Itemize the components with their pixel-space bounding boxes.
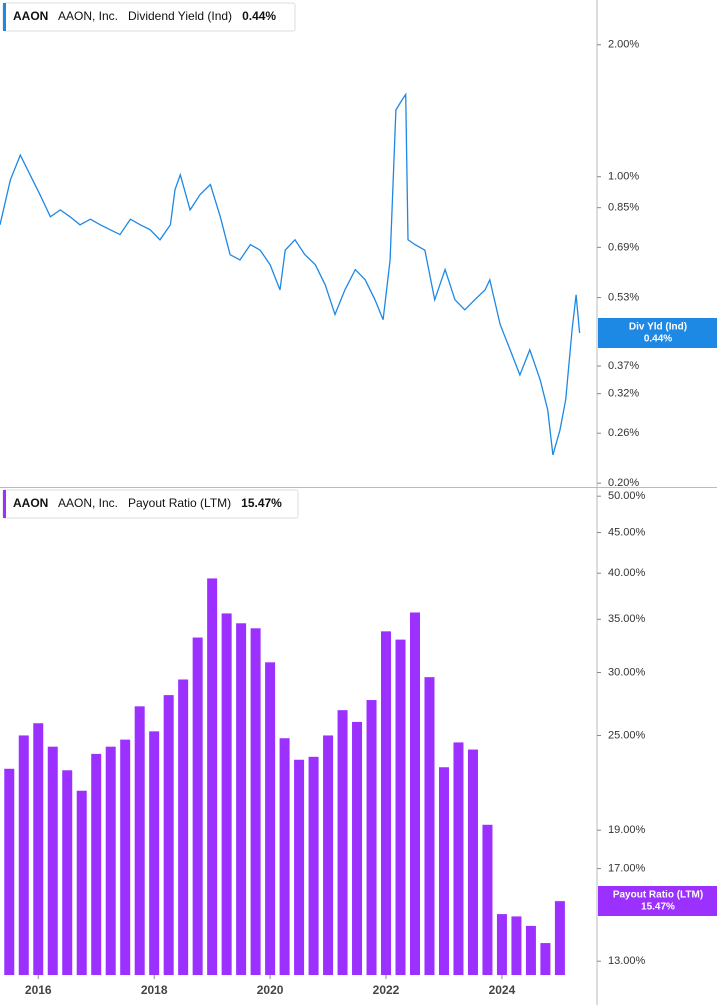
bar [120,739,131,975]
bar [540,943,551,975]
legend-value: 15.47% [241,496,282,510]
legend-company: AAON, Inc. [58,496,118,510]
bar [221,613,232,975]
x-tick-label: 2018 [141,983,168,997]
bar [525,925,536,975]
bar [381,631,392,975]
bar [467,749,478,975]
legend-entry: Payout Ratio (LTM) [128,496,231,510]
badge-value: 15.47% [641,902,675,913]
badge-value: 0.44% [644,334,672,345]
bar [33,723,44,975]
y-tick-label: 2.00% [608,39,639,51]
legend-entry: Dividend Yield (Ind) [128,9,232,23]
bar [207,578,218,975]
bar [18,735,29,975]
bar [76,790,87,975]
bar [163,695,174,975]
bar [62,770,73,975]
y-tick-label: 19.00% [608,824,646,836]
y-tick-label: 13.00% [608,955,646,967]
bar [265,662,276,975]
y-tick-label: 35.00% [608,613,646,625]
x-tick-label: 2020 [257,983,284,997]
bar [91,753,102,975]
bar [453,742,464,975]
bar [192,637,203,975]
x-tick-label: 2024 [489,983,516,997]
bar [134,706,145,975]
y-tick-label: 30.00% [608,666,646,678]
bar [395,639,406,975]
badge-label: Payout Ratio (LTM) [613,890,703,901]
bar [323,735,334,975]
y-tick-label: 45.00% [608,526,646,538]
bar [482,824,493,975]
bar [337,710,348,975]
bar [4,768,15,975]
bar [410,612,421,975]
badge-label: Div Yld (Ind) [629,322,687,333]
bar [511,916,522,975]
bar [279,738,290,975]
legend-ticker: AAON [13,496,48,510]
y-tick-label: 0.53% [608,292,639,304]
legend-value: 0.44% [242,9,276,23]
x-tick-label: 2022 [373,983,400,997]
bar [496,914,507,975]
y-tick-label: 0.26% [608,427,639,439]
x-tick-label: 2016 [25,983,52,997]
bar [438,767,449,975]
y-tick-label: 40.00% [608,567,646,579]
legend-marker [3,490,6,518]
bar [352,721,363,975]
y-tick-label: 1.00% [608,171,639,183]
legend-ticker: AAON [13,9,48,23]
bar [294,759,305,975]
bar [554,901,565,975]
bar [250,628,261,975]
value-badge [598,886,717,916]
bar [47,746,58,975]
y-tick-label: 17.00% [608,862,646,874]
y-tick-label: 50.00% [608,490,646,502]
legend-marker [3,3,6,31]
bar [178,679,189,975]
y-tick-label: 25.00% [608,729,646,741]
y-tick-label: 0.85% [608,202,639,214]
bar [308,756,319,975]
value-badge [598,318,717,348]
bar [149,731,160,975]
y-tick-label: 0.69% [608,241,639,253]
bar [236,623,247,975]
line [0,92,581,456]
y-tick-label: 0.20% [608,477,639,489]
bar [366,700,377,975]
y-tick-label: 0.37% [608,360,639,372]
y-tick-label: 0.32% [608,388,639,400]
legend-company: AAON, Inc. [58,9,118,23]
bar [424,677,435,975]
bar [105,746,116,975]
